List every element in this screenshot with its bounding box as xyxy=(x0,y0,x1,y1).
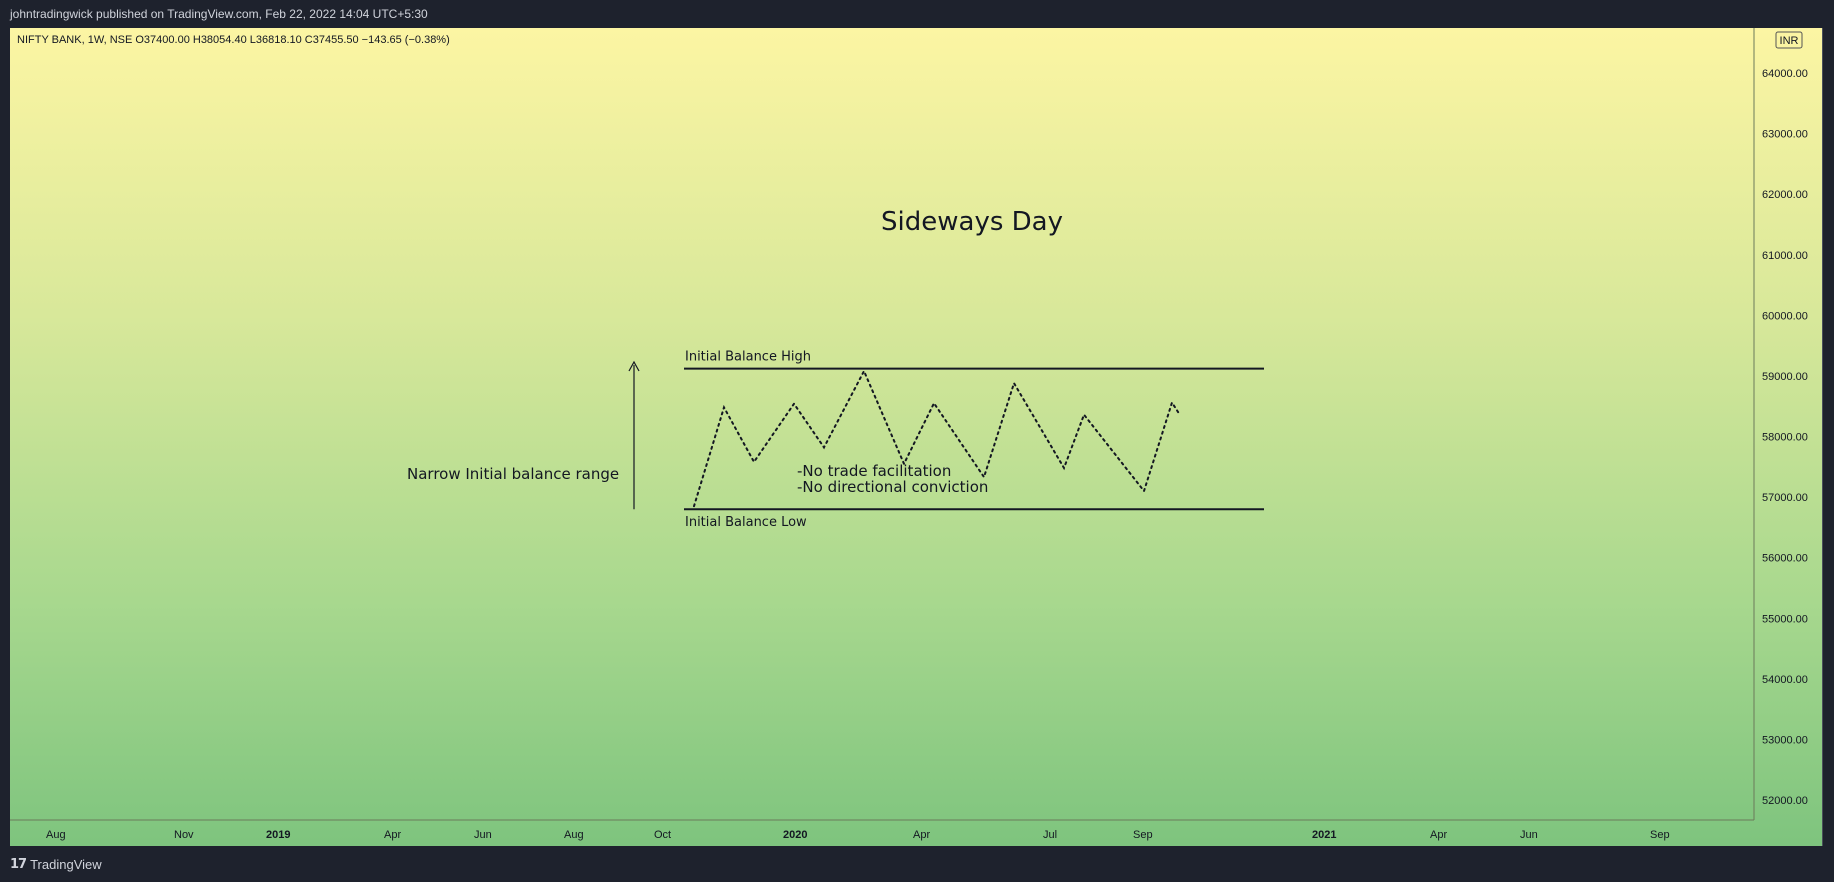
tradingview-logo-icon: 𝟭𝟳 xyxy=(10,856,27,871)
chart-canvas[interactable]: NIFTY BANK, 1W, NSE O37400.00 H38054.40 … xyxy=(10,28,1822,846)
y-tick-label: 61000.00 xyxy=(1762,250,1808,262)
publish-info: johntradingwick published on TradingView… xyxy=(10,7,428,21)
x-tick-label: Apr xyxy=(913,829,930,841)
price-path-dotted[interactable] xyxy=(693,368,1180,508)
x-tick-label: Jun xyxy=(1520,829,1538,841)
publish-header: johntradingwick published on TradingView… xyxy=(0,0,1834,28)
x-tick-label: Oct xyxy=(654,829,671,841)
x-tick-label: Apr xyxy=(1430,829,1447,841)
x-tick-label: Nov xyxy=(174,829,194,841)
ib-high-label: Initial Balance High xyxy=(685,350,811,365)
currency-label: INR xyxy=(1780,35,1799,47)
chart-area[interactable]: NIFTY BANK, 1W, NSE O37400.00 H38054.40 … xyxy=(10,28,1823,847)
note-no-trade-facilitation: -No trade facilitation xyxy=(797,462,951,480)
range-label: Narrow Initial balance range xyxy=(407,465,619,483)
tradingview-brand: TradingView xyxy=(30,856,102,872)
y-tick-label: 62000.00 xyxy=(1762,189,1808,201)
y-tick-label: 56000.00 xyxy=(1762,553,1808,565)
y-tick-label: 54000.00 xyxy=(1762,674,1808,686)
x-tick-label: Aug xyxy=(564,829,584,841)
chart-title: Sideways Day xyxy=(881,207,1063,237)
y-tick-label: 63000.00 xyxy=(1762,129,1808,141)
ib-low-label: Initial Balance Low xyxy=(685,515,807,530)
x-tick-label: 2020 xyxy=(783,829,807,841)
x-tick-label: Aug xyxy=(46,829,66,841)
y-tick-label: 64000.00 xyxy=(1762,68,1808,80)
y-tick-label: 53000.00 xyxy=(1762,734,1808,746)
note-no-directional-conviction: -No directional conviction xyxy=(797,478,988,496)
y-tick-label: 60000.00 xyxy=(1762,310,1808,322)
y-tick-label: 52000.00 xyxy=(1762,795,1808,807)
currency-badge[interactable]: INR xyxy=(1775,31,1803,49)
y-tick-label: 57000.00 xyxy=(1762,492,1808,504)
x-tick-label: Sep xyxy=(1133,829,1153,841)
x-tick-label: Jun xyxy=(474,829,492,841)
x-tick-label: 2019 xyxy=(266,829,290,841)
y-tick-label: 55000.00 xyxy=(1762,613,1808,625)
footer-bar: 𝟭𝟳 TradingView xyxy=(0,846,1834,882)
symbol-info: NIFTY BANK, 1W, NSE O37400.00 H38054.40 … xyxy=(17,34,450,46)
y-tick-label: 58000.00 xyxy=(1762,432,1808,444)
x-tick-label: Jul xyxy=(1043,829,1057,841)
currency-badge-border xyxy=(1775,31,1803,49)
x-tick-label: Apr xyxy=(384,829,401,841)
x-tick-label: Sep xyxy=(1650,829,1670,841)
range-arrow-head xyxy=(628,360,640,372)
tradingview-logo[interactable]: 𝟭𝟳 TradingView xyxy=(10,856,102,872)
x-tick-label: 2021 xyxy=(1312,829,1336,841)
y-tick-label: 59000.00 xyxy=(1762,371,1808,383)
